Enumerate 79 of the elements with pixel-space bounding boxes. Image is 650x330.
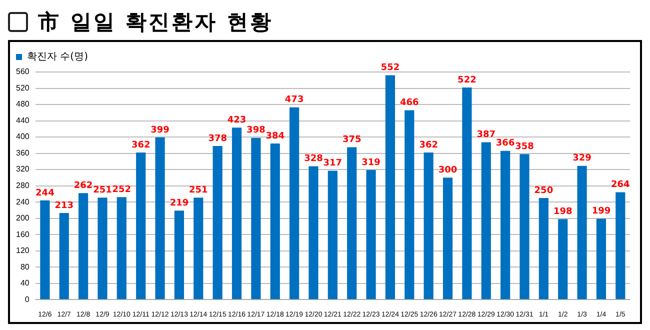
bar — [462, 87, 472, 300]
data-label: 252 — [112, 185, 132, 196]
bar — [98, 198, 108, 300]
data-label: 387 — [476, 130, 496, 140]
bar — [366, 170, 376, 300]
chart-title: 市 일일 확진환자 현황 — [38, 9, 273, 36]
data-label: 423 — [227, 116, 246, 126]
y-tick-label: 320 — [16, 164, 30, 174]
bar — [385, 75, 396, 300]
bar — [424, 152, 434, 300]
data-label: 398 — [246, 126, 266, 136]
data-label: 198 — [553, 206, 572, 217]
bar — [212, 146, 222, 300]
bar — [155, 137, 165, 300]
y-tick-label: 40 — [20, 278, 30, 288]
y-tick-label: 0 — [24, 294, 30, 304]
data-label: 358 — [515, 142, 534, 152]
bar — [328, 170, 338, 300]
bar — [251, 138, 261, 300]
y-tick-label: 480 — [16, 100, 30, 109]
data-label: 366 — [496, 138, 515, 149]
y-tick-label: 200 — [16, 214, 30, 223]
bar — [232, 128, 242, 300]
y-tick-label: 120 — [16, 246, 30, 256]
bar — [290, 107, 300, 300]
y-tick-label: 520 — [16, 83, 30, 92]
bar — [40, 200, 50, 300]
y-tick-label: 400 — [16, 132, 30, 142]
bar — [174, 210, 184, 300]
data-label: 466 — [400, 98, 419, 108]
data-label: 522 — [458, 75, 476, 86]
y-tick-label: 280 — [16, 181, 30, 190]
data-label: 262 — [74, 180, 93, 191]
data-label: 552 — [380, 63, 400, 74]
data-label: 378 — [208, 134, 227, 144]
bar — [116, 197, 126, 300]
bar — [481, 142, 491, 300]
data-label: 375 — [342, 135, 362, 146]
legend-label: 확진자 수(명) — [27, 52, 88, 63]
bar — [616, 192, 626, 300]
y-tick-label: 160 — [16, 230, 30, 239]
bar — [308, 166, 318, 300]
bar — [78, 193, 88, 300]
data-label: 250 — [534, 186, 554, 196]
bar — [577, 166, 587, 300]
bar — [538, 198, 548, 300]
data-label: 213 — [54, 200, 74, 211]
bar — [596, 218, 606, 300]
data-label: 319 — [362, 158, 380, 168]
bar — [442, 178, 453, 300]
y-tick-label: 80 — [20, 262, 30, 272]
bar — [194, 198, 204, 300]
data-label: 384 — [266, 131, 285, 142]
bar — [347, 147, 357, 300]
data-label: 317 — [323, 158, 342, 169]
data-label: 362 — [131, 140, 150, 150]
data-label: 329 — [572, 154, 592, 164]
data-label: 473 — [284, 95, 304, 106]
data-label: 399 — [150, 125, 170, 136]
bar — [500, 150, 510, 300]
data-label: 362 — [419, 140, 438, 150]
data-label: 300 — [438, 166, 458, 176]
bar — [136, 152, 146, 300]
data-label: 219 — [170, 198, 189, 208]
data-label: 244 — [36, 188, 54, 198]
data-label: 251 — [189, 185, 208, 196]
y-tick-label: 360 — [16, 148, 30, 158]
bar — [520, 154, 530, 300]
bar — [558, 219, 568, 300]
bar — [404, 110, 414, 300]
data-label: 251 — [93, 185, 112, 196]
y-tick-label: 440 — [16, 116, 30, 125]
data-label: 199 — [592, 206, 611, 217]
bar — [270, 144, 280, 300]
y-tick-label: 240 — [16, 197, 30, 206]
data-label: 264 — [611, 180, 630, 190]
data-label: 328 — [304, 154, 323, 164]
bar — [59, 213, 69, 300]
y-tick-label: 560 — [16, 67, 30, 76]
